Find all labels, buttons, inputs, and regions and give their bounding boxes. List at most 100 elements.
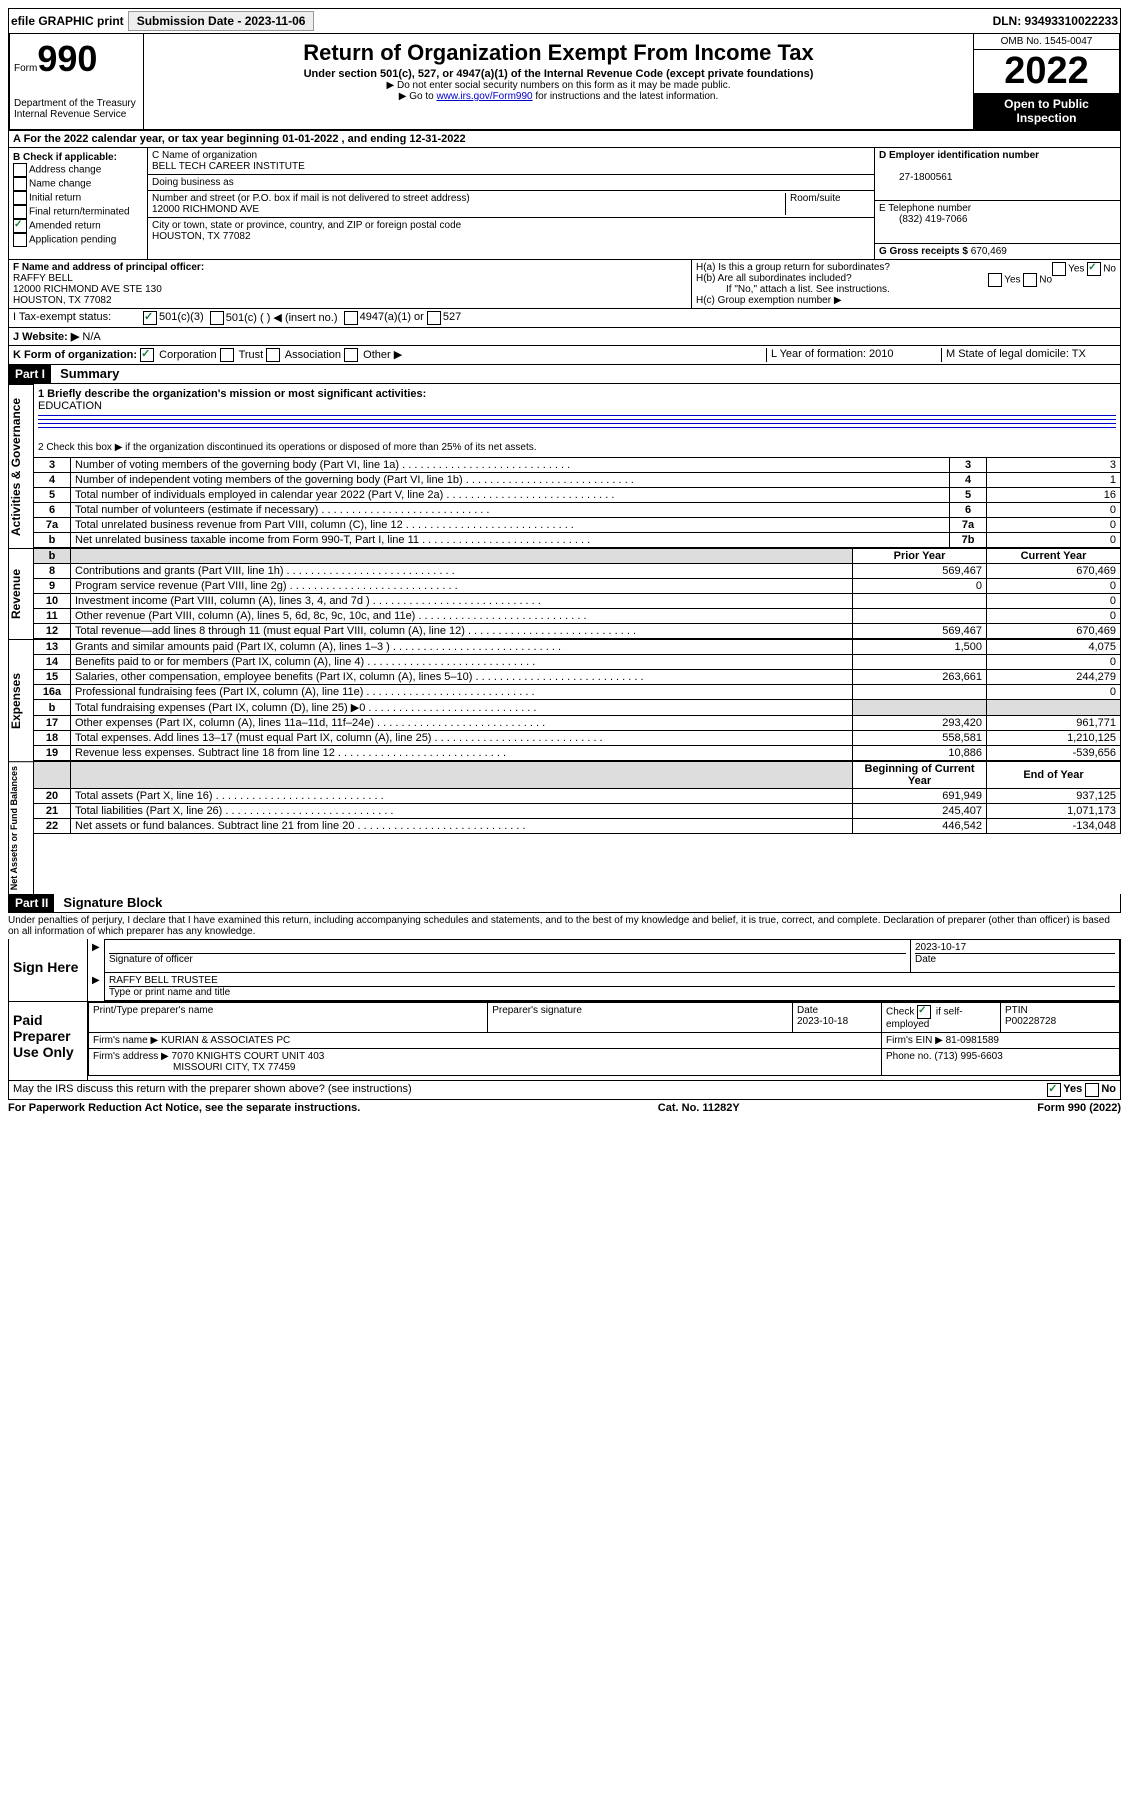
table-row: 8Contributions and grants (Part VIII, li… <box>34 564 1121 579</box>
firm-ein: 81-0981589 <box>946 1035 999 1046</box>
chk-irs-yes[interactable] <box>1047 1083 1061 1097</box>
org-name: BELL TECH CAREER INSTITUTE <box>152 161 305 172</box>
q2-label: 2 Check this box ▶ if the organization d… <box>38 442 537 453</box>
form-org-label: K Form of organization: <box>13 349 137 361</box>
chk-ha-no[interactable] <box>1087 262 1101 276</box>
part2-title: Signature Block <box>57 895 162 910</box>
line-i: I Tax-exempt status: 501(c)(3) 501(c) ( … <box>8 309 1121 328</box>
part1-header: Part I <box>9 365 51 383</box>
table-row: 20Total assets (Part X, line 16)691,9499… <box>34 789 1121 804</box>
chk-4947[interactable] <box>344 311 358 325</box>
sig-officer-label: Signature of officer <box>109 953 906 965</box>
q1-label: 1 Briefly describe the organization's mi… <box>38 388 426 400</box>
sig-date-value: 2023-10-17 <box>915 942 966 953</box>
section-fh: F Name and address of principal officer:… <box>8 260 1121 309</box>
part2-header: Part II <box>9 894 54 912</box>
year-formation: L Year of formation: 2010 <box>766 348 941 362</box>
table-row: 14Benefits paid to or for members (Part … <box>34 655 1121 670</box>
dba-label: Doing business as <box>152 177 234 188</box>
chk-address-change[interactable] <box>13 163 27 177</box>
firm-ein-label: Firm's EIN ▶ <box>886 1035 943 1046</box>
officer-addr2: HOUSTON, TX 77082 <box>13 295 112 306</box>
table-row: 10Investment income (Part VIII, column (… <box>34 594 1121 609</box>
form-title: Return of Organization Exempt From Incom… <box>148 40 969 66</box>
perjury-declaration: Under penalties of perjury, I declare th… <box>8 913 1121 939</box>
table-row: 16aProfessional fundraising fees (Part I… <box>34 685 1121 700</box>
chk-527[interactable] <box>427 311 441 325</box>
chk-hb-yes[interactable] <box>988 273 1002 287</box>
section-expenses: Expenses <box>8 639 34 761</box>
table-row: 17Other expenses (Part IX, column (A), l… <box>34 716 1121 731</box>
chk-amended-return[interactable] <box>13 219 27 233</box>
chk-corp[interactable] <box>140 348 154 362</box>
table-row: 19Revenue less expenses. Subtract line 1… <box>34 746 1121 761</box>
revenue-table: b Prior Year Current Year 8Contributions… <box>34 548 1121 639</box>
chk-irs-no[interactable] <box>1085 1083 1099 1097</box>
chk-hb-no[interactable] <box>1023 273 1037 287</box>
firm-name-label: Firm's name ▶ <box>93 1035 158 1046</box>
chk-initial-return[interactable] <box>13 191 27 205</box>
line-klm: K Form of organization: Corporation Trus… <box>8 346 1121 365</box>
prep-date-label: Date <box>797 1005 818 1016</box>
net-assets-table: Beginning of Current Year End of Year 20… <box>34 761 1121 834</box>
gross-receipts-label: G Gross receipts $ <box>879 246 968 257</box>
hdr-beginning: Beginning of Current Year <box>853 762 987 789</box>
prep-date-value: 2023-10-18 <box>797 1016 848 1027</box>
open-inspection: Open to Public Inspection <box>974 93 1119 129</box>
tax-status-label: I Tax-exempt status: <box>13 311 143 325</box>
table-row: 12Total revenue—add lines 8 through 11 (… <box>34 624 1121 639</box>
box-c: C Name of organization BELL TECH CAREER … <box>148 148 874 259</box>
preparer-label: Paid Preparer Use Only <box>9 1002 88 1080</box>
hdr-current-year: Current Year <box>987 549 1121 564</box>
phone-value: (832) 419-7066 <box>879 214 967 225</box>
chk-assoc[interactable] <box>266 348 280 362</box>
prep-name-label: Print/Type preparer's name <box>89 1003 488 1033</box>
note-goto: ▶ Go to www.irs.gov/Form990 for instruct… <box>148 91 969 102</box>
chk-self-employed[interactable] <box>917 1005 931 1019</box>
addr-label: Number and street (or P.O. box if mail i… <box>152 193 470 204</box>
ein-label: D Employer identification number <box>879 150 1039 161</box>
cat-no: Cat. No. 11282Y <box>658 1102 740 1114</box>
table-row: 13Grants and similar amounts paid (Part … <box>34 640 1121 655</box>
chk-501c3[interactable] <box>143 311 157 325</box>
state-domicile: M State of legal domicile: TX <box>941 348 1116 362</box>
section-governance: Activities & Governance <box>8 384 34 548</box>
room-suite: Room/suite <box>786 193 870 215</box>
table-row: 3Number of voting members of the governi… <box>34 458 1121 473</box>
preparer-block: Paid Preparer Use Only Print/Type prepar… <box>8 1002 1121 1081</box>
chk-other[interactable] <box>344 348 358 362</box>
chk-ha-yes[interactable] <box>1052 262 1066 276</box>
q1-value: EDUCATION <box>38 400 102 412</box>
table-row: 15Salaries, other compensation, employee… <box>34 670 1121 685</box>
table-row: bNet unrelated business taxable income f… <box>34 533 1121 548</box>
irs-link[interactable]: www.irs.gov/Form990 <box>436 91 532 102</box>
form-header: Form990 Department of the Treasury Inter… <box>8 34 1121 131</box>
pra-notice: For Paperwork Reduction Act Notice, see … <box>8 1102 360 1114</box>
chk-application-pending[interactable] <box>13 233 27 247</box>
form-subtitle: Under section 501(c), 527, or 4947(a)(1)… <box>148 68 969 80</box>
table-row: 11Other revenue (Part VIII, column (A), … <box>34 609 1121 624</box>
firm-addr-label: Firm's address ▶ <box>93 1051 169 1062</box>
firm-name: KURIAN & ASSOCIATES PC <box>161 1035 290 1046</box>
ptin-value: P00228728 <box>1005 1016 1056 1027</box>
chk-name-change[interactable] <box>13 177 27 191</box>
gross-receipts-value: 670,469 <box>971 246 1007 257</box>
expenses-table: 13Grants and similar amounts paid (Part … <box>34 639 1121 761</box>
org-name-label: C Name of organization <box>152 150 257 161</box>
officer-label: F Name and address of principal officer: <box>13 262 204 273</box>
chk-trust[interactable] <box>220 348 234 362</box>
h-c: H(c) Group exemption number ▶ <box>696 295 1116 306</box>
sig-name-value: RAFFY BELL TRUSTEE <box>109 975 218 986</box>
chk-501c[interactable] <box>210 311 224 325</box>
table-row: 18Total expenses. Add lines 13–17 (must … <box>34 731 1121 746</box>
chk-final-return[interactable] <box>13 205 27 219</box>
section-bcdeg: B Check if applicable: Address change Na… <box>8 148 1121 260</box>
part1-title: Summary <box>54 366 119 381</box>
submission-date-button[interactable]: Submission Date - 2023-11-06 <box>128 11 315 31</box>
prep-self-emp: Check if self-employed <box>882 1003 1001 1033</box>
section-revenue: Revenue <box>8 548 34 639</box>
section-net-assets: Net Assets or Fund Balances <box>8 761 34 894</box>
table-row: 21Total liabilities (Part X, line 26)245… <box>34 804 1121 819</box>
table-row: bTotal fundraising expenses (Part IX, co… <box>34 700 1121 716</box>
city-label: City or town, state or province, country… <box>152 220 461 231</box>
